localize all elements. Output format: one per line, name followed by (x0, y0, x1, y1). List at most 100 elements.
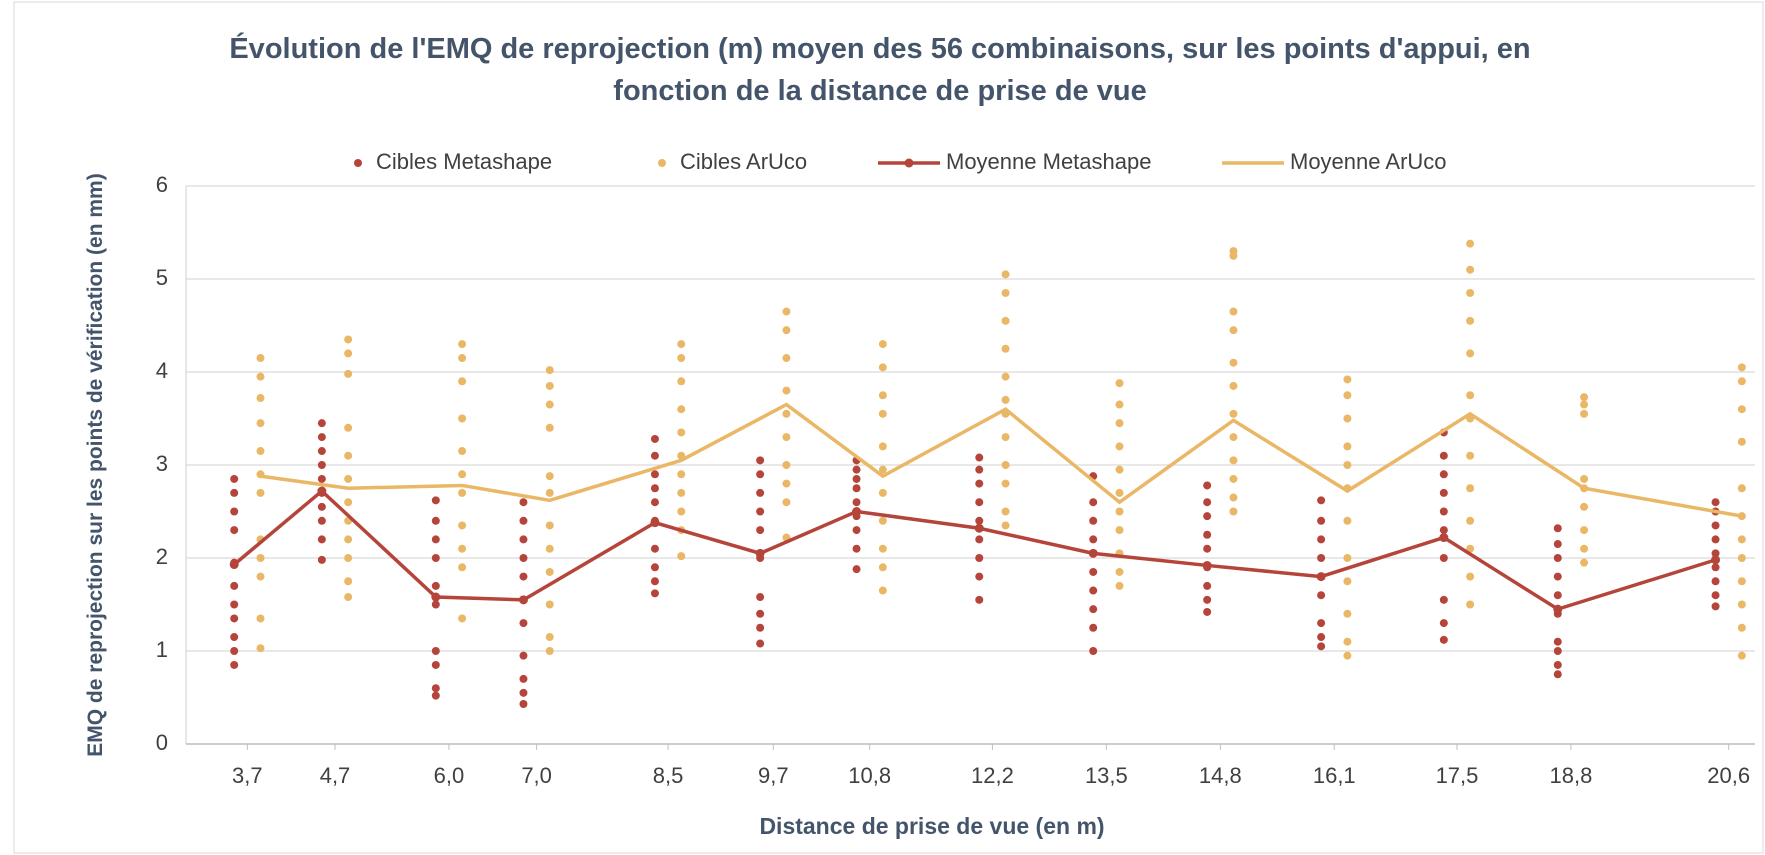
point (545, 472, 554, 481)
point (1001, 461, 1010, 469)
x-tick-label: 12,2 (971, 763, 1014, 788)
point (1737, 535, 1746, 544)
point (1553, 647, 1562, 655)
point (1343, 651, 1352, 660)
point (256, 644, 265, 653)
point (852, 565, 861, 574)
point (878, 516, 887, 525)
point (1115, 488, 1124, 497)
point (782, 498, 791, 507)
point (1711, 563, 1720, 572)
point (519, 688, 528, 697)
point (1343, 516, 1352, 525)
point (1343, 609, 1352, 618)
point (1466, 600, 1475, 609)
point (1229, 507, 1238, 516)
point (677, 488, 686, 497)
point (1229, 358, 1238, 367)
point (1580, 393, 1589, 402)
x-axis-label: Distance de prise de vue (en m) (759, 813, 1104, 839)
x-tick-label: 10,8 (848, 763, 891, 788)
point (1711, 577, 1720, 586)
point (1343, 414, 1352, 423)
line-marker (852, 507, 862, 516)
point (458, 447, 467, 456)
point (756, 507, 765, 516)
point (344, 423, 353, 432)
point (230, 647, 239, 655)
point (519, 535, 528, 544)
point (1001, 288, 1010, 297)
point (650, 544, 659, 553)
point (344, 593, 353, 602)
point (1317, 554, 1326, 562)
point (1001, 507, 1010, 516)
point (1711, 602, 1720, 611)
point (458, 563, 467, 572)
point (878, 465, 887, 474)
point (1737, 363, 1746, 372)
y-tick-label: 4 (156, 358, 168, 383)
point (1115, 379, 1124, 388)
point (431, 581, 440, 590)
point (852, 498, 861, 507)
point (458, 614, 467, 623)
point (1439, 507, 1448, 516)
point (317, 419, 326, 428)
line-marker (518, 595, 528, 605)
point (230, 488, 239, 497)
point (256, 419, 265, 428)
point (1737, 405, 1746, 414)
point (650, 563, 659, 572)
point (317, 447, 326, 456)
point (677, 354, 686, 363)
point (1343, 442, 1352, 451)
point (878, 363, 887, 372)
point (519, 554, 528, 562)
point (1466, 265, 1475, 274)
point (1001, 479, 1010, 488)
point (1343, 637, 1352, 646)
point (1439, 470, 1448, 479)
point (317, 461, 326, 469)
point (1580, 474, 1589, 483)
point (1343, 554, 1352, 562)
point (344, 451, 353, 460)
point (1466, 391, 1475, 400)
point (545, 366, 554, 375)
point (1580, 400, 1589, 409)
point (1001, 372, 1010, 381)
line-marker (974, 523, 984, 533)
line-marker (1316, 572, 1326, 582)
point (458, 488, 467, 497)
point (1466, 451, 1475, 460)
point (1439, 619, 1448, 628)
point (431, 660, 440, 669)
point (1115, 419, 1124, 428)
point (344, 554, 353, 562)
point (1203, 595, 1212, 604)
point (431, 496, 440, 505)
point (878, 391, 887, 400)
point (782, 326, 791, 335)
point (1001, 316, 1010, 325)
x-tick-label: 16,1 (1313, 763, 1356, 788)
point (1317, 496, 1326, 505)
point (878, 340, 887, 349)
point (1553, 591, 1562, 600)
point (650, 484, 659, 493)
point (782, 461, 791, 469)
point (677, 507, 686, 516)
point (1711, 591, 1720, 600)
point (519, 572, 528, 581)
point (344, 535, 353, 544)
point (1580, 409, 1589, 418)
point (519, 674, 528, 683)
point (545, 633, 554, 642)
point (1711, 521, 1720, 530)
line-marker (755, 548, 765, 558)
point (1203, 498, 1212, 507)
point (1001, 344, 1010, 353)
point (256, 488, 265, 497)
